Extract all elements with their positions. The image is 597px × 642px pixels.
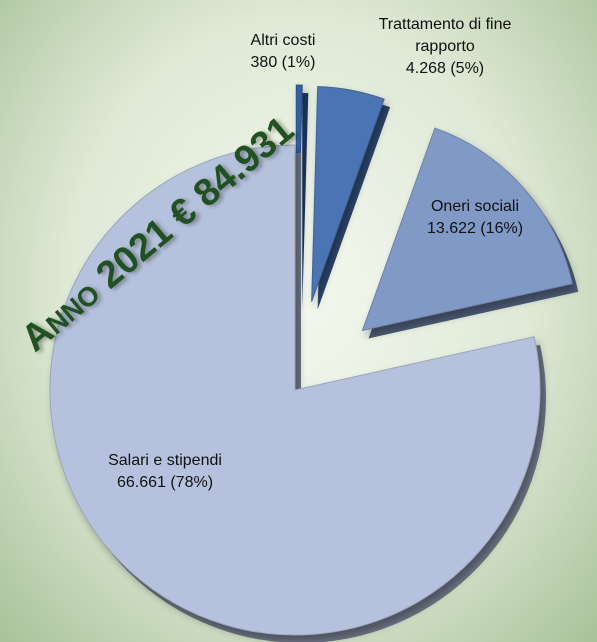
value-label: 380 (1%) — [250, 54, 316, 71]
value-label: 4.268 (5%) — [405, 60, 485, 77]
category-name: Salari e stipendi — [108, 452, 222, 469]
slice-label: Oneri sociali 13.622 (16%) — [395, 196, 555, 240]
slice — [311, 86, 385, 302]
value-label: 13.622 (16%) — [426, 220, 524, 237]
category-name: Oneri sociali — [430, 198, 520, 215]
category-name: Trattamento di fine rapporto — [378, 16, 512, 55]
slice-depth — [302, 93, 309, 309]
slice — [361, 127, 573, 332]
slice — [49, 144, 541, 636]
value-label: 66.661 (78%) — [116, 474, 214, 491]
slice-label: Altri costi 380 (1%) — [238, 30, 328, 74]
slice-label: Salari e stipendi 66.661 (78%) — [80, 450, 250, 494]
slice-label: Trattamento di fine rapporto 4.268 (5%) — [350, 14, 540, 80]
category-name: Altri costi — [250, 32, 316, 49]
